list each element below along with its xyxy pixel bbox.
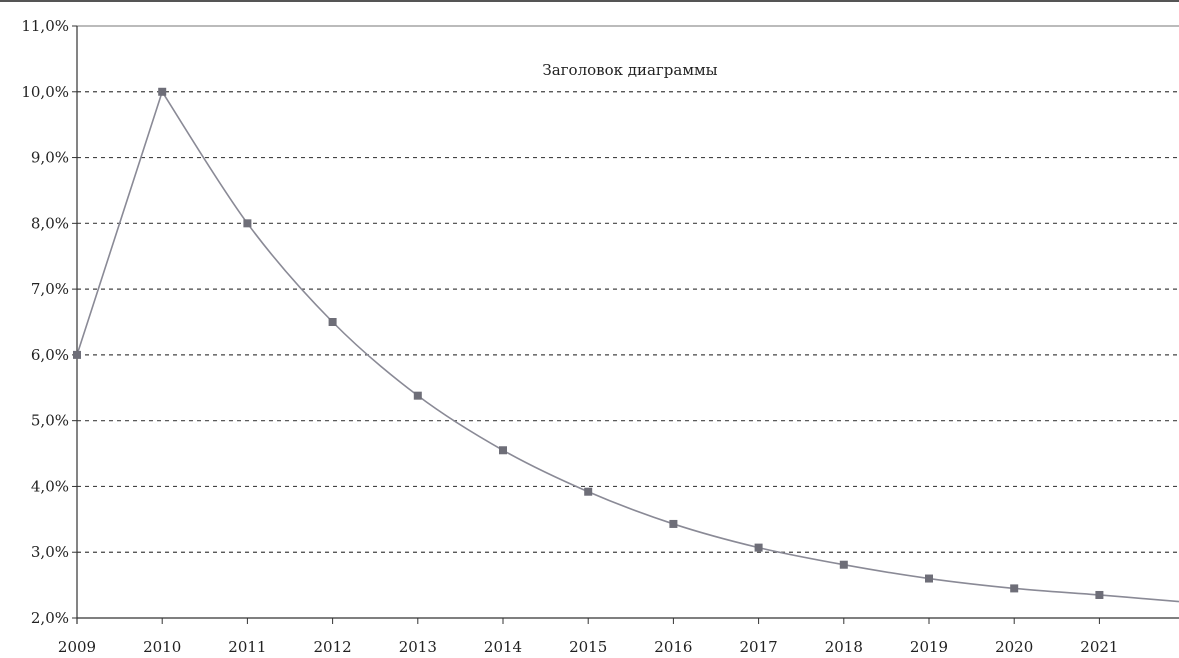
x-tick-labels: 2009 2010 2011 2012 2013 2014 2015 2016 2017 2018…	[58, 638, 1119, 656]
x-tick-label: 2019	[910, 638, 948, 656]
y-tick-label: 8,0%	[31, 214, 69, 232]
data-point	[158, 87, 167, 96]
data-point	[328, 318, 337, 326]
y-tick-label: 3,0%	[31, 543, 69, 561]
x-tick-label: 2016	[654, 638, 692, 656]
markers-layer	[73, 87, 1104, 599]
y-tick-label: 7,0%	[31, 280, 69, 298]
y-tick-label: 6,0%	[31, 346, 69, 364]
axes	[0, 0, 1179, 624]
data-point	[1010, 584, 1019, 593]
data-point	[243, 219, 252, 228]
x-tick-label: 2021	[1080, 638, 1118, 656]
y-tick-label: 2,0%	[31, 609, 69, 627]
x-tick-label: 2017	[740, 638, 778, 656]
data-point	[73, 350, 81, 359]
x-tick-label: 2013	[399, 638, 437, 656]
data-point	[925, 574, 933, 583]
y-tick-label: 5,0%	[31, 412, 69, 430]
series-layer	[76, 89, 1179, 603]
y-tick-label: 11,0%	[21, 17, 69, 35]
data-point	[413, 391, 422, 400]
y-tick-labels: 2,0% 3,0% 4,0% 5,0% 6,0% 7,0% 8,0% 9,0% 10,0% 11,…	[21, 17, 69, 627]
x-tick-label: 2010	[143, 638, 181, 656]
x-tick-label: 2018	[825, 638, 863, 656]
y-tick-label: 10,0%	[21, 83, 69, 101]
x-tick-label: 2011	[228, 638, 266, 656]
data-point	[839, 560, 848, 569]
grid-lines	[77, 25, 1179, 553]
data-point	[584, 487, 593, 496]
x-tick-label: 2015	[569, 638, 607, 656]
x-tick-label: 2009	[58, 638, 96, 656]
data-point	[1095, 590, 1104, 599]
chart-title: Заголовок диаграммы	[542, 61, 717, 79]
data-point	[669, 519, 678, 528]
data-point	[754, 543, 763, 552]
series-line	[76, 89, 1179, 603]
x-tick-label: 2020	[995, 638, 1033, 656]
y-tick-label: 9,0%	[31, 149, 69, 167]
data-point	[499, 446, 507, 455]
y-tick-label: 4,0%	[31, 477, 69, 495]
x-tick-label: 2012	[314, 638, 352, 656]
x-tick-label: 2014	[484, 638, 522, 656]
